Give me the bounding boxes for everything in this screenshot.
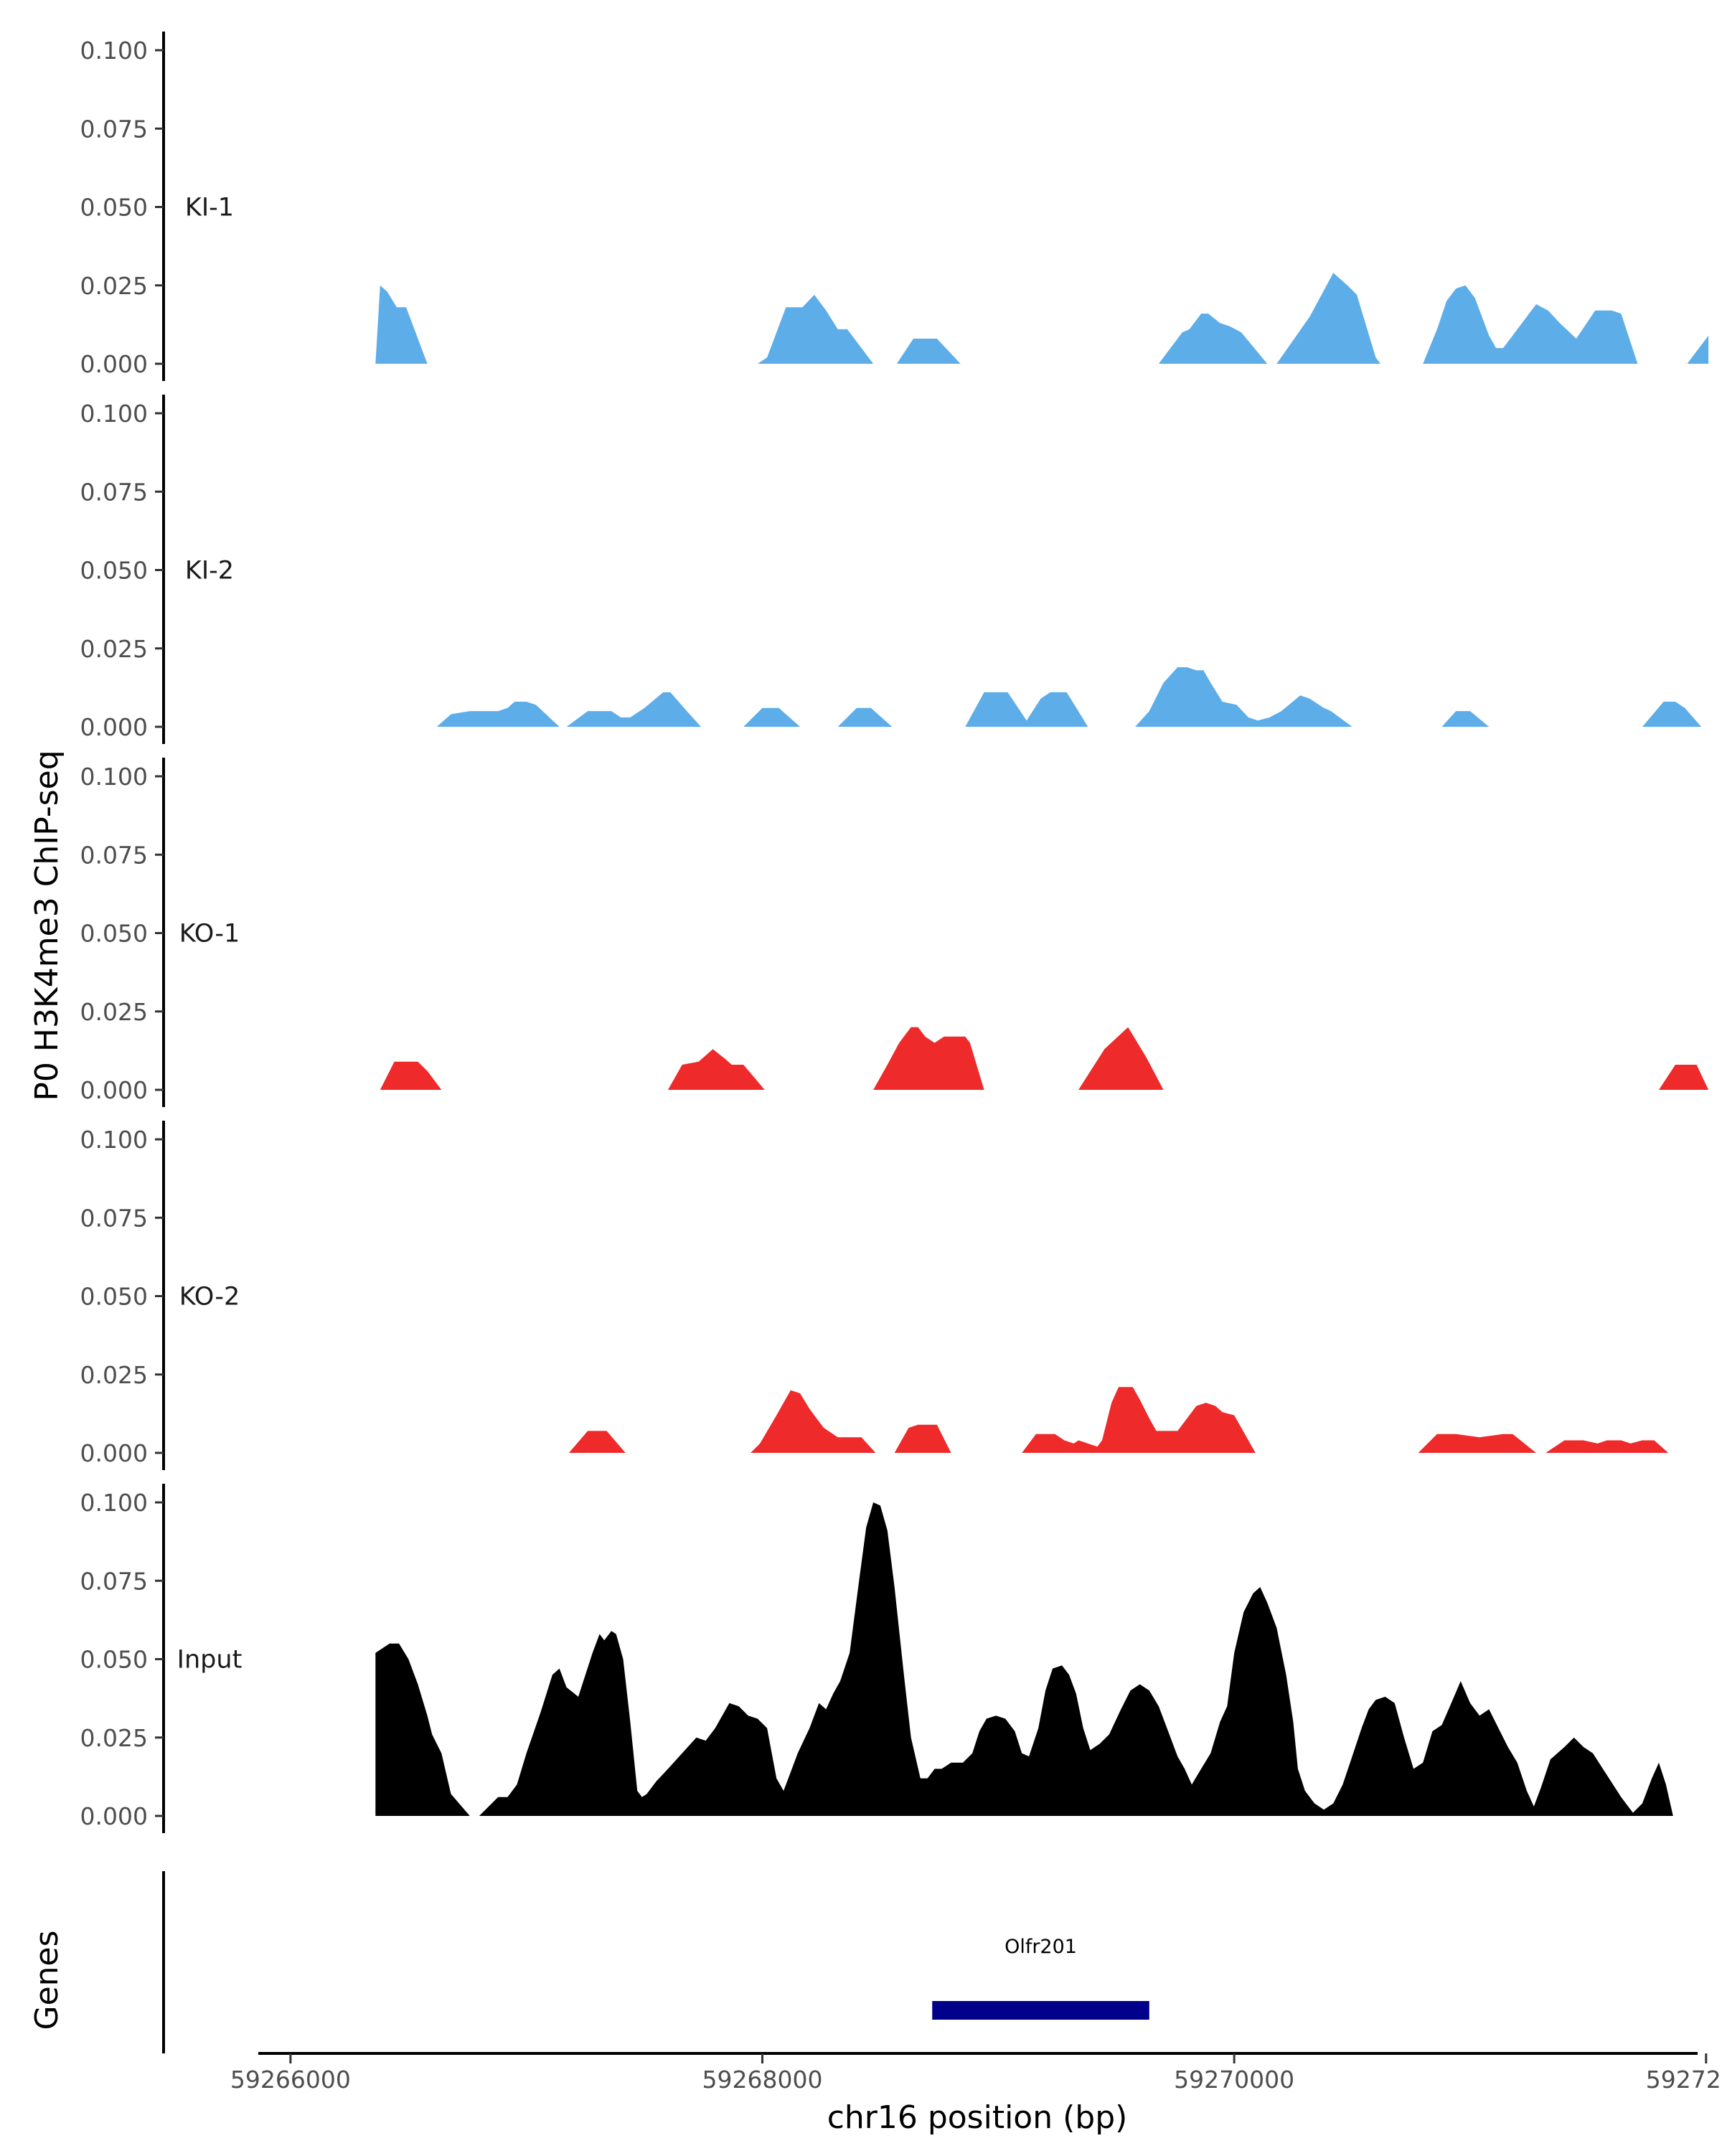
y-tick-label: 0.025 [80,1361,148,1389]
signal-area [1158,314,1268,364]
y-tick-label: 0.100 [80,400,148,428]
y-tick-label: 0.050 [80,1646,148,1674]
y-tick-label: 0.050 [80,557,148,585]
signal-area [1642,702,1702,727]
signal-area [1423,285,1638,364]
x-tick-label: 59270000 [1174,2066,1294,2094]
track-ki-2: 0.000 0.025 0.050 0.075 0.100 KI-2 [80,395,1702,744]
y-tick-label: 0.050 [80,1283,148,1311]
signal-area [1441,711,1490,727]
y-tick-label: 0.050 [80,920,148,948]
signal-area [375,1643,470,1816]
y-tick-label: 0.000 [80,713,148,741]
y-tick-label: 0.075 [80,115,148,143]
gene-body [932,2001,1149,2020]
genes-track-title: Genes [29,1930,65,2030]
signal-area [894,1424,951,1453]
y-tick-label: 0.075 [80,841,148,869]
signal-area [743,707,801,727]
y-tick-label: 0.075 [80,478,148,506]
signal-area [668,1049,765,1090]
y-tick-label: 0.025 [80,272,148,300]
signal-area [380,1061,442,1090]
signal-area [751,1390,876,1453]
track-ki-1: 0.000 0.025 0.050 0.075 0.100 KI-1 [80,32,1709,381]
y-tick-label: 0.075 [80,1204,148,1232]
y-tick-label: 0.025 [80,998,148,1026]
gene-track: Olfr201 [162,1871,1149,2053]
tracks-layer: 0.0000.0250.0500.0750.100KI-10.0000.0250… [80,32,1709,1833]
y-axis-title: P0 H3K4me3 ChIP-seq [29,750,65,1101]
x-tick-label: 59272000 [1646,2066,1722,2094]
x-tick-label: 59266000 [230,2066,351,2094]
signal-area [965,692,1088,727]
y-tick-label: 0.050 [80,194,148,222]
signal-area [1078,1027,1164,1090]
signal-area [837,707,893,727]
signal-area [566,692,701,727]
track-ko-1: 0.000 0.025 0.050 0.075 0.100 KO-1 [80,758,1709,1107]
signal-area [1545,1440,1669,1453]
y-tick-label: 0.025 [80,1724,148,1752]
signal-area [1659,1065,1709,1090]
y-tick-label: 0.000 [80,1076,148,1104]
signal-area [873,1027,984,1090]
signal-area [479,1502,1673,1816]
gene-label: Olfr201 [1004,1936,1077,1958]
track-ko-2: 0.000 0.025 0.050 0.075 0.100 KO-2 [80,1121,1669,1470]
track-label: KI-2 [185,557,234,585]
x-axis-title: chr16 position (bp) [827,2099,1128,2136]
y-tick-label: 0.025 [80,635,148,663]
signal-area [1687,335,1709,364]
signal-area [1022,1387,1256,1453]
track-label: KI-1 [185,194,234,222]
signal-area [757,294,874,364]
x-tick-label: 59268000 [702,2066,823,2094]
signal-area [436,702,560,727]
signal-area [375,285,428,364]
y-tick-label: 0.100 [80,37,148,65]
signal-area [896,339,961,364]
y-tick-label: 0.100 [80,1126,148,1154]
y-tick-label: 0.075 [80,1567,148,1595]
track-label: KO-1 [179,920,240,948]
y-tick-label: 0.000 [80,1802,148,1830]
signal-area [1135,667,1352,727]
y-tick-label: 0.000 [80,350,148,378]
y-tick-label: 0.000 [80,1439,148,1467]
y-tick-label: 0.100 [80,1489,148,1517]
signal-area [568,1431,626,1453]
track-label: Input [177,1646,243,1675]
track-label: KO-2 [179,1283,240,1312]
y-tick-label: 0.100 [80,763,148,791]
signal-area [1418,1434,1536,1453]
signal-area [1276,273,1380,364]
x-axis: 59266000 59268000 59270000 59272000 [230,2052,1722,2094]
track-input: 0.000 0.025 0.050 0.075 0.100 Input [80,1484,1673,1833]
